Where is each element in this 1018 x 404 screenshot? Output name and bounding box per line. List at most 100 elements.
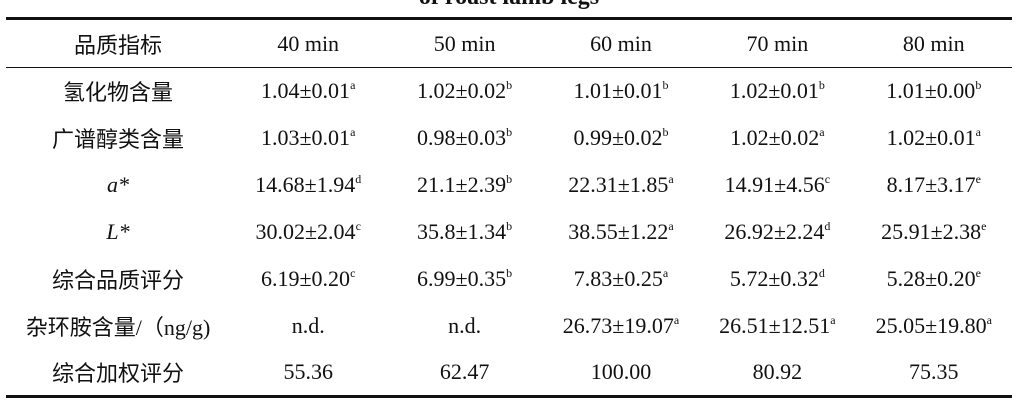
significance-letter: b xyxy=(506,78,513,93)
cell-value: 26.73±19.07 xyxy=(562,313,674,338)
significance-letter: b xyxy=(662,125,669,139)
table-row: 杂环胺含量/（ng/g) n.d. n.d. 26.73±19.07a 26.51±12… xyxy=(6,303,1012,350)
significance-letter: a xyxy=(668,219,674,233)
significance-letter: b xyxy=(506,172,513,186)
cell-value: 0.99±0.02 xyxy=(573,125,663,150)
cell-value: n.d. xyxy=(291,313,325,338)
table-cell: 38.55±1.22a xyxy=(543,209,699,256)
row-label: a* xyxy=(107,172,129,197)
significance-letter: b xyxy=(506,219,513,233)
header-cell: 70 min xyxy=(746,30,809,56)
header-row: 品质指标 40 min 50 min 60 min 70 min 80 min xyxy=(6,18,1012,68)
table-cell: 6.19±0.20c xyxy=(230,256,386,303)
cell-value: 6.99±0.35 xyxy=(417,266,507,291)
row-label: 氢化物含量 xyxy=(62,80,173,106)
row-label: 综合品质评分 xyxy=(51,268,184,293)
header-cell: 40 min xyxy=(277,30,340,56)
cell-value: n.d. xyxy=(448,313,482,338)
table-cell: 1.01±0.01b xyxy=(543,68,699,115)
table-cell: 26.92±2.24d xyxy=(699,209,855,256)
row-label: 综合加权评分 xyxy=(51,361,184,387)
significance-letter: d xyxy=(818,266,825,280)
table-cell: 35.8±1.34b xyxy=(386,209,542,256)
header-cell: 50 min xyxy=(433,30,496,56)
table-cell: 1.02±0.02a xyxy=(699,115,855,162)
table-cell: 25.91±2.38e xyxy=(856,209,1012,256)
table-cell: 62.47 xyxy=(386,350,542,397)
cell-value: 1.01±0.01 xyxy=(573,78,663,104)
significance-letter: b xyxy=(975,78,982,93)
cell-value: 26.92±2.24 xyxy=(724,219,825,244)
table-row: 综合品质评分 6.19±0.20c 6.99±0.35b 7.83±0.25a 5.72… xyxy=(6,256,1012,303)
cell-value: 30.02±2.04 xyxy=(255,219,356,244)
significance-letter: b xyxy=(662,78,669,93)
cell-value: 80.92 xyxy=(752,359,803,385)
significance-letter: b xyxy=(506,266,513,280)
table-cell: 75.35 xyxy=(856,350,1012,397)
table-cell: 14.68±1.94d xyxy=(230,162,386,209)
table-cell: 22.31±1.85a xyxy=(543,162,699,209)
significance-letter: c xyxy=(824,172,831,186)
row-label: L* xyxy=(106,219,130,244)
cell-value: 5.28±0.20 xyxy=(886,266,976,291)
cell-value: 55.36 xyxy=(283,359,333,385)
table-cell: 1.02±0.01a xyxy=(856,115,1012,162)
row-label: 广谱醇类含量 xyxy=(51,127,184,152)
table-header: 品质指标 40 min 50 min 60 min 70 min 80 min xyxy=(6,18,1012,68)
cell-value: 38.55±1.22 xyxy=(568,219,669,244)
table-title: of roast lamb legs xyxy=(0,0,1018,11)
cell-value: 100.00 xyxy=(590,359,652,385)
table-cell: 26.51±12.51a xyxy=(699,303,855,350)
significance-letter: a xyxy=(819,125,825,139)
table-row: 广谱醇类含量 1.03±0.01a 0.98±0.03b 0.99±0.02b 1.02… xyxy=(6,115,1012,162)
significance-letter: d xyxy=(355,172,362,186)
header-cell: 80 min xyxy=(902,30,965,56)
significance-letter: a xyxy=(673,313,680,327)
header-cell: 品质指标 xyxy=(73,32,162,58)
cell-value: 5.72±0.32 xyxy=(729,266,819,291)
table-cell: 1.04±0.01a xyxy=(230,68,386,115)
significance-letter: a xyxy=(975,125,981,139)
cell-value: 1.02±0.02 xyxy=(730,125,820,150)
significance-letter: d xyxy=(824,219,831,233)
significance-letter: a xyxy=(668,172,674,186)
cell-value: 1.02±0.01 xyxy=(886,125,976,150)
cell-value: 25.91±2.38 xyxy=(881,219,982,244)
cell-value: 0.98±0.03 xyxy=(417,125,507,150)
cell-value: 14.91±4.56 xyxy=(724,172,825,197)
table-cell: 14.91±4.56c xyxy=(699,162,855,209)
table-row: 综合加权评分 55.36 62.47 100.00 80.92 75.35 xyxy=(6,350,1012,397)
significance-letter: e xyxy=(975,172,981,186)
cell-value: 1.03±0.01 xyxy=(260,125,351,150)
cell-value: 35.8±1.34 xyxy=(417,219,507,244)
table-cell: 55.36 xyxy=(230,350,386,397)
cell-value: 6.19±0.20 xyxy=(260,266,351,291)
table-cell: n.d. xyxy=(386,303,542,350)
row-label: 杂环胺含量/（ng/g) xyxy=(25,315,211,340)
table-cell: 25.05±19.80a xyxy=(856,303,1012,350)
cell-value: 7.83±0.25 xyxy=(573,266,663,291)
cell-value: 22.31±1.85 xyxy=(568,172,669,197)
cell-value: 1.04±0.01 xyxy=(260,78,351,104)
table-cell: 5.28±0.20e xyxy=(856,256,1012,303)
table-cell: n.d. xyxy=(230,303,386,350)
cell-value: 8.17±3.17 xyxy=(886,172,976,197)
table-cell: 1.02±0.01b xyxy=(699,68,855,115)
table-cell: 26.73±19.07a xyxy=(543,303,699,350)
significance-letter: c xyxy=(355,219,361,233)
table-cell: 0.98±0.03b xyxy=(386,115,542,162)
significance-letter: b xyxy=(818,78,825,93)
cell-value: 1.01±0.00 xyxy=(886,78,976,104)
significance-letter: a xyxy=(350,78,356,93)
cell-value: 26.51±12.51 xyxy=(719,313,831,338)
table-cell: 5.72±0.32d xyxy=(699,256,855,303)
header-cell: 60 min xyxy=(590,30,652,56)
cell-value: 21.1±2.39 xyxy=(417,172,507,197)
significance-letter: b xyxy=(506,125,513,139)
table-row: a* 14.68±1.94d 21.1±2.39b 22.31±1.85a 14.91±… xyxy=(6,162,1012,209)
table-row: L* 30.02±2.04c 35.8±1.34b 38.55±1.22a 26.92±… xyxy=(6,209,1012,256)
table-cell: 80.92 xyxy=(699,350,855,397)
table-cell: 1.03±0.01a xyxy=(230,115,386,162)
significance-letter: a xyxy=(986,313,992,327)
